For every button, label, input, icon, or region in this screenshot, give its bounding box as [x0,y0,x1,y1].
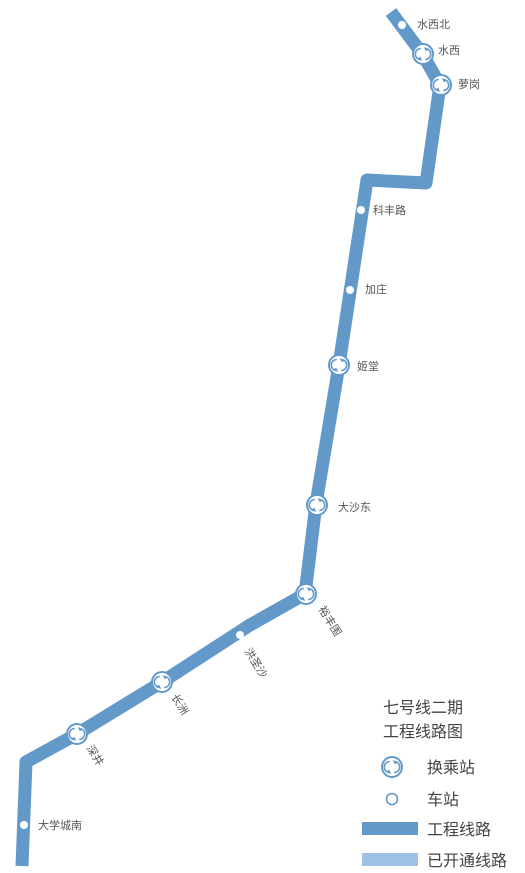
station-label: 姬堂 [357,360,379,373]
station-daxuechengnan[interactable]: 大学城南 [20,818,82,832]
station-label: 水西北 [417,18,450,31]
station-dot [398,21,406,29]
interchange-icon [306,494,328,516]
station-dashadong[interactable]: 大沙东 [306,494,371,516]
legend-title-line1: 七号线二期 [383,698,463,717]
station-jiazhuang[interactable]: 加庄 [346,282,387,296]
legend: 七号线二期 工程线路图 换乘站 车站 工程线路 已开通线路 [362,698,507,870]
station-dot [357,206,365,214]
station-hongshengsha[interactable]: 洪圣沙 [236,631,271,681]
station-kefenglu[interactable]: 科丰路 [357,203,406,217]
legend-opened-line-swatch [362,853,418,866]
interchange-icon [151,671,173,693]
interchange-icon [295,583,317,605]
station-label: 大沙东 [338,500,371,514]
station-label: 裕丰围 [315,604,344,639]
station-label: 大学城南 [38,818,82,832]
interchange-icon [328,354,350,376]
station-label: 加庄 [365,282,387,296]
station-dot [236,631,244,639]
legend-station-label: 车站 [427,790,459,809]
legend-opened-line-label: 已开通线路 [427,851,507,870]
legend-title-line2: 工程线路图 [383,722,463,741]
station-yufengwei[interactable]: 裕丰围 [295,583,344,639]
station-label: 萝岗 [458,78,480,91]
station-label: 水西 [438,44,460,57]
station-luogang[interactable]: 萝岗 [430,74,480,96]
station-label: 洪圣沙 [241,645,270,680]
legend-construction-line-label: 工程线路 [427,820,491,839]
station-dot [346,286,354,294]
interchange-icon [66,723,88,745]
legend-interchange-label: 换乘站 [427,758,475,777]
station-changzhou[interactable]: 长洲 [151,671,191,718]
station-shenjing[interactable]: 深井 [66,723,107,768]
interchange-icon [412,43,434,65]
station-label: 科丰路 [373,203,406,217]
station-label: 长洲 [168,692,191,718]
station-dot [20,821,28,829]
legend-interchange-icon [381,756,403,778]
station-shuixibei[interactable]: 水西北 [398,18,450,31]
station-jitang[interactable]: 姬堂 [328,354,379,376]
legend-construction-line-swatch [362,822,418,835]
station-label: 深井 [83,742,107,768]
interchange-icon [430,74,452,96]
station-shuixi[interactable]: 水西 [412,43,460,65]
legend-station-icon [385,792,399,806]
